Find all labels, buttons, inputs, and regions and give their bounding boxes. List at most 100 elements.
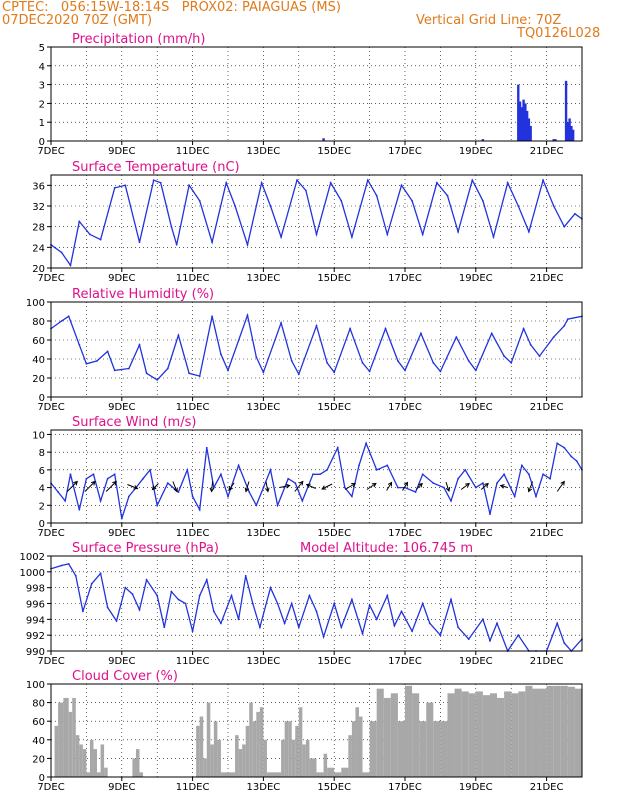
- wind-arrow: [306, 484, 316, 489]
- pres-point: [220, 622, 222, 625]
- pres-point: [67, 563, 70, 565]
- rh-point: [368, 370, 371, 373]
- pres-frame: [50, 555, 583, 652]
- pres-point: [60, 564, 63, 567]
- wind-point: [177, 491, 180, 493]
- temp-point: [113, 187, 116, 189]
- rh-point: [96, 360, 98, 362]
- wind-point: [142, 477, 144, 480]
- precip-ytick-label: 3: [39, 81, 45, 92]
- wind-point: [57, 491, 59, 493]
- rh-point: [211, 315, 213, 318]
- precip-bar: [322, 138, 325, 141]
- temp-point: [411, 199, 413, 202]
- cloud-bar: [249, 702, 253, 777]
- wind-point: [474, 486, 477, 489]
- pres-point: [90, 582, 93, 585]
- pres-point: [439, 634, 442, 637]
- cloud-ytick-label: 20: [32, 754, 45, 765]
- pres-xtick-label: 17DEC: [388, 656, 422, 667]
- temp-point: [198, 199, 201, 202]
- rh-point: [563, 324, 566, 327]
- cloud-bar: [511, 693, 519, 777]
- wind-point: [432, 482, 435, 485]
- pres-point: [283, 622, 286, 625]
- cloud-bar: [298, 707, 303, 777]
- temp-point: [89, 233, 91, 236]
- wind-arrow-head: [209, 487, 215, 493]
- wind-arrow-head: [244, 487, 250, 493]
- cloud-bar: [238, 749, 243, 777]
- temp-ytick-label: 24: [32, 243, 45, 254]
- rh-point: [404, 369, 406, 372]
- wind-point: [513, 495, 516, 498]
- cloud-bar: [454, 688, 462, 777]
- rh-point: [474, 369, 477, 372]
- wind-point: [166, 482, 169, 485]
- rh-xtick-label: 21DEC: [530, 402, 564, 413]
- rh-point: [467, 360, 470, 362]
- rh-point: [384, 327, 387, 330]
- temp-point: [574, 212, 576, 215]
- cloud-bar: [199, 716, 204, 777]
- cloud-bar: [252, 721, 257, 777]
- pres-point: [556, 622, 559, 625]
- wind-point: [549, 477, 552, 480]
- rh-point: [106, 350, 109, 353]
- precip-ytick-label: 5: [39, 43, 45, 54]
- pres-series-line: [50, 563, 583, 653]
- temp-frame: [50, 174, 583, 269]
- temp-ytick-label: 20: [32, 264, 45, 275]
- pres-xtick-label: 7DEC: [37, 656, 64, 667]
- temp-point: [269, 205, 272, 207]
- cloud-bar: [139, 772, 144, 777]
- wind-point: [563, 446, 566, 449]
- wind-arrow-head: [371, 482, 377, 488]
- rh-point: [326, 361, 329, 364]
- wind-point: [99, 499, 102, 502]
- wind-arrow: [321, 483, 333, 490]
- cloud-bar: [302, 744, 306, 777]
- rh-point: [262, 371, 265, 374]
- temp-point: [528, 230, 530, 233]
- wind-arrow-head: [228, 485, 233, 491]
- pres-point: [421, 602, 424, 605]
- pres-point: [467, 638, 470, 641]
- wind-arrow: [386, 482, 392, 491]
- cloud-bar: [213, 721, 218, 777]
- pres-point: [368, 604, 371, 606]
- cloud-ytick-label: 40: [32, 736, 45, 747]
- wind-xtick-label: 17DEC: [388, 528, 422, 539]
- pres-xtick-label: 9DEC: [108, 656, 135, 667]
- chart-header: CPTEC: 056:15W-18:14S PROX02: PAIAGUAS (…: [0, 0, 618, 44]
- rh-point: [510, 361, 513, 364]
- wind-arrow-head: [305, 483, 311, 488]
- wind-arrow-head: [418, 482, 423, 488]
- precip-title: Precipitation (mm/h): [72, 32, 205, 47]
- wind-point: [556, 442, 559, 445]
- wind-point: [464, 468, 467, 471]
- pres-point: [290, 602, 293, 605]
- cloud-bar: [426, 702, 434, 777]
- precip-xtick-label: 17DEC: [388, 146, 422, 157]
- temp-point: [435, 181, 438, 184]
- precip-ytick-label: 0: [39, 137, 45, 148]
- rh-point: [188, 372, 190, 375]
- rh-ytick-label: 80: [32, 317, 45, 328]
- rh-point: [490, 332, 493, 335]
- cloud-bar: [419, 721, 427, 777]
- wind-point: [443, 486, 445, 489]
- wind-point: [198, 508, 201, 511]
- rh-point: [432, 361, 435, 364]
- cloud-xtick-label: 19DEC: [459, 782, 493, 793]
- pres-point: [269, 586, 272, 589]
- temp-xtick-label: 9DEC: [108, 273, 135, 284]
- wind-point: [575, 460, 578, 462]
- temp-point: [375, 194, 378, 197]
- rh-point: [503, 355, 506, 358]
- precip-bar: [527, 118, 531, 141]
- rh-xtick-label: 15DEC: [317, 402, 351, 413]
- temp-point: [175, 243, 178, 246]
- wind-point: [535, 495, 537, 498]
- cloud-bar: [75, 735, 80, 777]
